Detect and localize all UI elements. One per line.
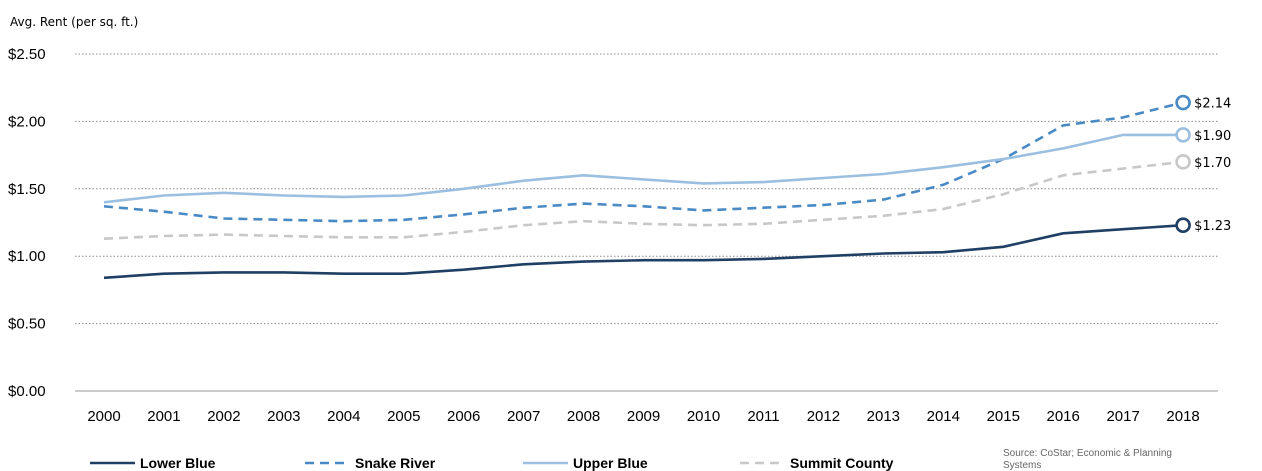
x-tick-label: 2006 — [447, 408, 480, 425]
series-line-lower-blue — [103, 223, 1184, 280]
end-marker — [1175, 127, 1191, 143]
x-tick-label: 2001 — [147, 408, 180, 425]
end-value-label: $1.70 — [1194, 156, 1231, 171]
source-note: Source: CoStar; Economic & Planning — [1003, 448, 1172, 459]
end-marker — [1175, 154, 1191, 170]
legend-label: Snake River — [355, 455, 436, 471]
y-tick-label: $2.50 — [8, 46, 46, 63]
source-note-cont: Systems — [1003, 460, 1041, 471]
x-tick-label: 2007 — [507, 408, 540, 425]
x-tick-label: 2003 — [267, 408, 300, 425]
end-value-label: $1.90 — [1194, 129, 1231, 144]
y-tick-label: $1.50 — [8, 181, 46, 198]
series-line-summit-county — [103, 160, 1184, 240]
series-line-snake-river — [103, 101, 1184, 223]
x-tick-label: 2015 — [987, 408, 1020, 425]
end-value-label: $2.14 — [1194, 97, 1231, 112]
legend-label: Upper Blue — [573, 455, 648, 471]
legend-label: Summit County — [790, 455, 894, 471]
x-tick-label: 2002 — [207, 408, 240, 425]
x-tick-label: 2011 — [747, 408, 779, 425]
legend: Lower Blue Snake River Upper Blue Summit Co… — [90, 455, 894, 471]
x-tick-label: 2010 — [687, 408, 720, 425]
x-tick-label: 2009 — [627, 408, 660, 425]
series-lines — [103, 101, 1184, 280]
end-markers: $1.23 $2.14 $1.90 $1.70 — [1175, 94, 1231, 234]
x-tick-label: 2014 — [927, 408, 960, 425]
x-tick-label: 2012 — [807, 408, 840, 425]
y-axis-ticks: $0.00 $0.50 $1.00 $1.50 $2.00 $2.50 — [8, 46, 46, 400]
x-tick-label: 2004 — [327, 408, 360, 425]
y-tick-label: $0.00 — [8, 383, 46, 400]
legend-label: Lower Blue — [140, 455, 216, 471]
end-marker — [1175, 94, 1191, 111]
x-tick-label: 2000 — [87, 408, 120, 425]
x-axis-ticks: 2000 2001 2002 2003 2004 2005 2006 2007 2008 2009… — [87, 408, 1199, 425]
x-tick-label: 2016 — [1047, 408, 1080, 425]
y-tick-label: $2.00 — [8, 113, 46, 130]
x-tick-label: 2005 — [387, 408, 420, 425]
series-line-upper-blue — [103, 133, 1184, 204]
y-tick-label: $1.00 — [8, 248, 46, 265]
x-tick-label: 2017 — [1106, 408, 1139, 425]
end-value-label: $1.23 — [1194, 219, 1231, 234]
x-tick-label: 2018 — [1166, 408, 1199, 425]
x-tick-label: 2008 — [567, 408, 600, 425]
end-marker — [1175, 217, 1191, 233]
gridlines — [75, 53, 1218, 392]
x-tick-label: 2013 — [867, 408, 900, 425]
y-tick-label: $0.50 — [8, 316, 46, 333]
y-axis-label: Avg. Rent (per sq. ft.) — [10, 15, 138, 29]
